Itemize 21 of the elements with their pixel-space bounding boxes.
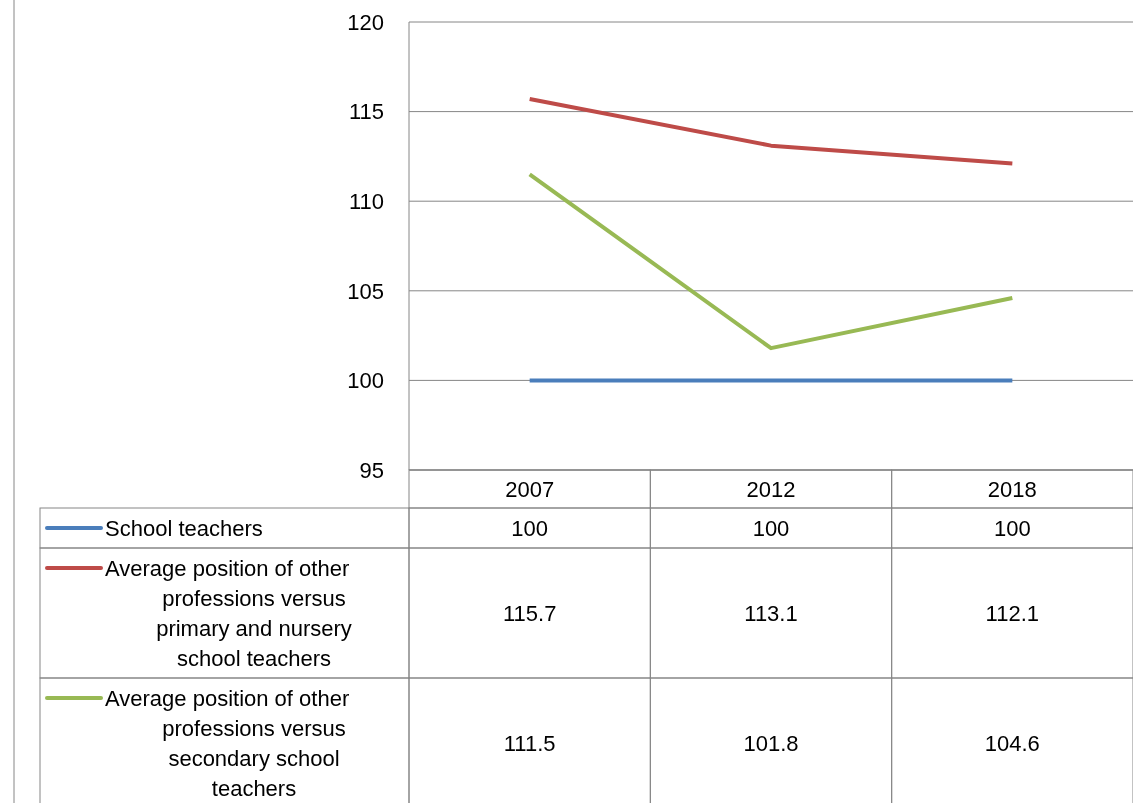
legend-label: Average position of other professions versus primary and nursery school teachers: [105, 555, 352, 671]
data-label: 100: [511, 515, 549, 541]
data-label: 100: [752, 515, 790, 541]
data-label: 113.1: [744, 600, 798, 626]
x-tick-label: 2018: [987, 476, 1037, 502]
legend-label: School teachers: [105, 515, 263, 541]
x-tick-label: 2007: [505, 476, 555, 502]
y-tick-label: 115: [348, 99, 384, 125]
data-label: 104.6: [984, 730, 1040, 756]
data-label: 101.8: [743, 730, 799, 756]
data-label: 115.7: [502, 600, 557, 626]
data-label: 100: [993, 515, 1031, 541]
data-label: 112.1: [985, 600, 1040, 626]
y-tick-label: 95: [359, 457, 384, 483]
data-label: 111.5: [503, 730, 556, 756]
y-tick-label: 120: [347, 9, 384, 35]
y-tick-label: 110: [348, 188, 384, 214]
x-tick-label: 2012: [746, 476, 796, 502]
y-tick-label: 105: [347, 278, 384, 304]
legend-label: Average position of other professions versus secondary school teachers: [105, 685, 350, 801]
y-tick-label: 100: [347, 368, 384, 394]
